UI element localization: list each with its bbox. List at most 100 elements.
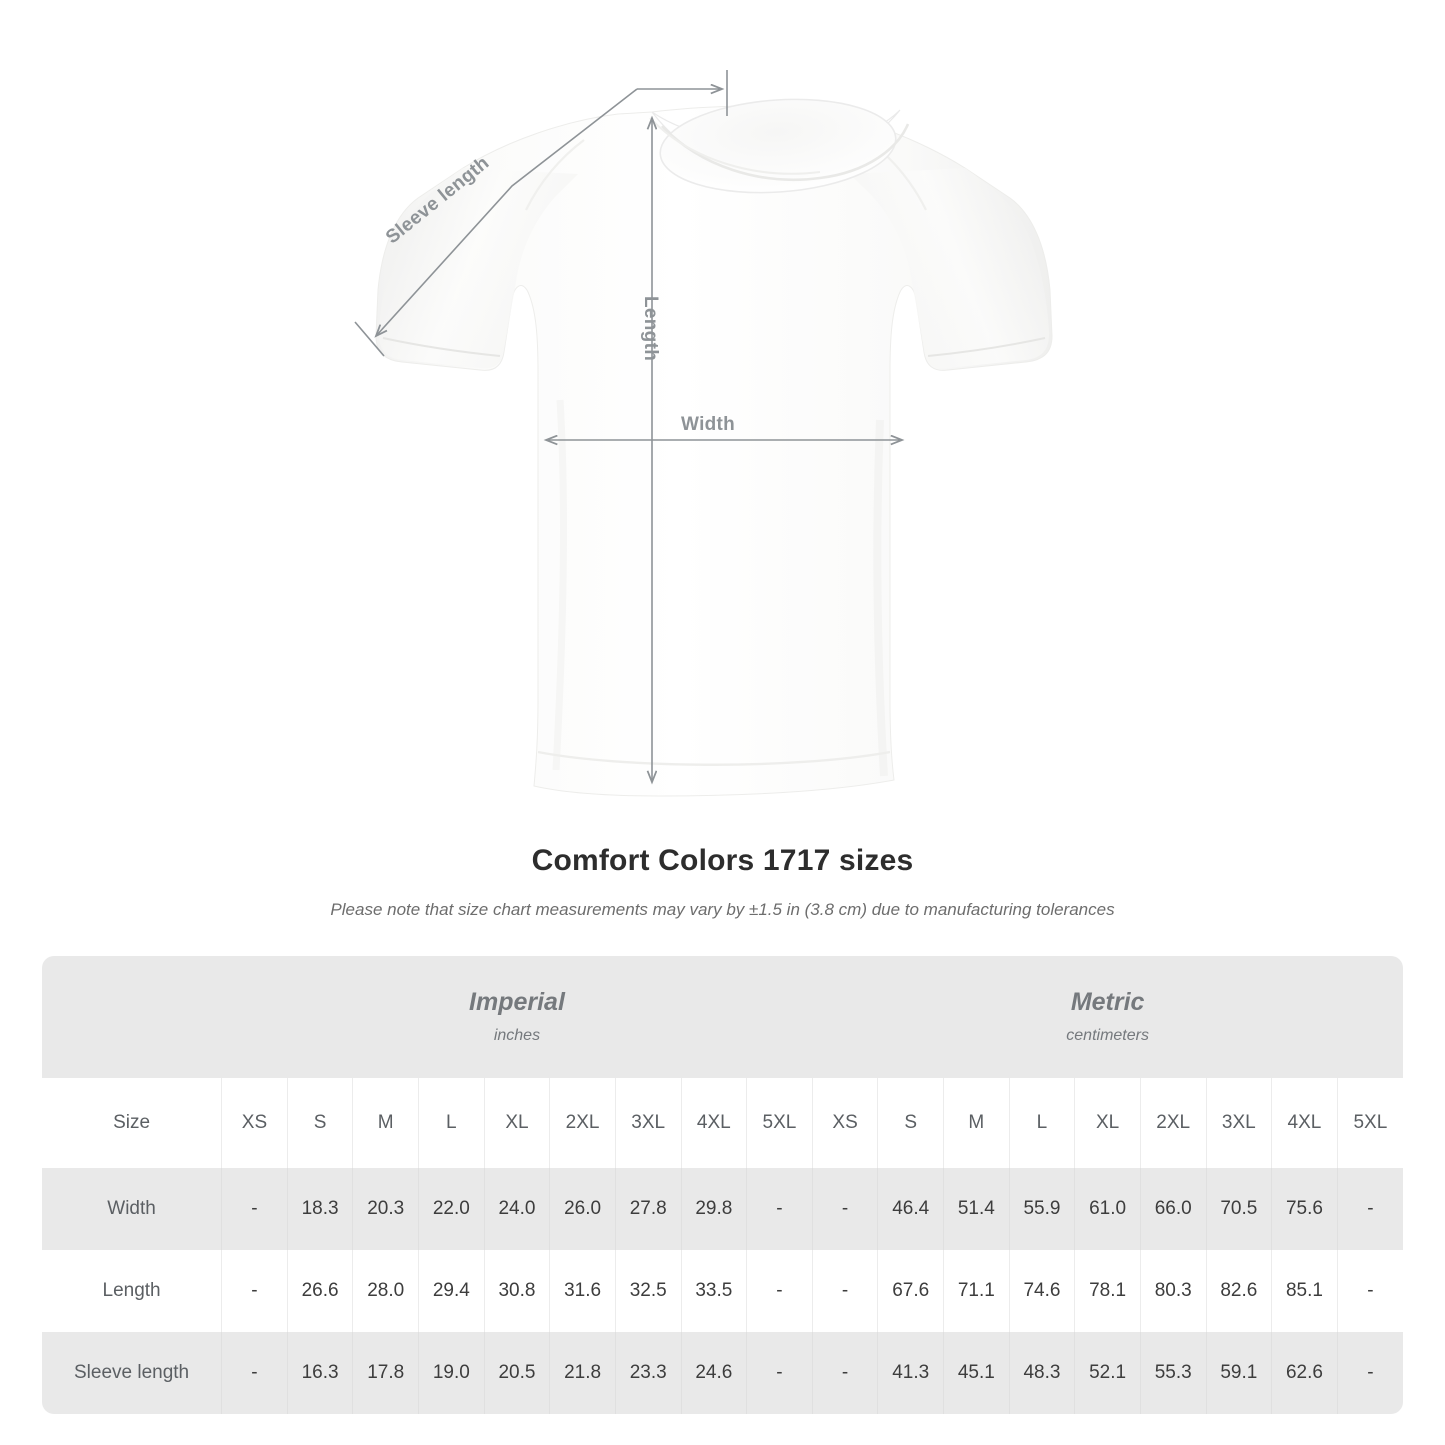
cell-width-imperial-5xl: - (746, 1168, 813, 1250)
unit-system-unit: centimeters (1066, 1026, 1149, 1044)
size-header-imperial-xs: XS (221, 1078, 288, 1168)
cell-width-imperial-s: 18.3 (286, 1168, 353, 1250)
cell-length-imperial-5xl: - (746, 1250, 813, 1332)
cell-sleeve-length-metric-5xl: - (1336, 1332, 1403, 1414)
cell-sleeve-length-imperial-l: 19.0 (418, 1332, 485, 1414)
tshirt-diagram: Sleeve length Length Width (354, 70, 1053, 797)
cell-sleeve-length-metric-m: 45.1 (943, 1332, 1010, 1414)
cell-length-metric-3xl: 82.6 (1205, 1250, 1272, 1332)
cell-width-imperial-4xl: 29.8 (680, 1168, 747, 1250)
table-row: Length -26.6 28.0 29.4 30.8 31.6 32.5 33.5- -67.… (42, 1250, 1403, 1332)
size-header-imperial-xl: XL (483, 1078, 550, 1168)
banner-spacer (42, 956, 222, 1078)
unit-banner-metric: Metric centimeters (812, 956, 1403, 1078)
cell-sleeve-length-metric-3xl: 59.1 (1205, 1332, 1272, 1414)
sleeve-length-guide (354, 88, 638, 357)
cell-sleeve-length-metric-xs: - (811, 1332, 878, 1414)
cell-length-metric-s: 67.6 (877, 1250, 944, 1332)
size-header-imperial-3xl: 3XL (614, 1078, 682, 1168)
size-header-imperial-2xl: 2XL (549, 1078, 616, 1168)
cell-length-imperial-s: 26.6 (286, 1250, 353, 1332)
size-header-imperial-m: M (352, 1078, 419, 1168)
width-label: Width (681, 414, 736, 435)
measure-label-width: Width (42, 1168, 222, 1250)
size-header-metric-2xl: 2XL (1139, 1078, 1207, 1168)
cell-length-imperial-2xl: 31.6 (549, 1250, 616, 1332)
size-header-imperial-5xl: 5XL (746, 1078, 813, 1168)
cell-width-metric-m: 51.4 (943, 1168, 1010, 1250)
size-header-metric-4xl: 4XL (1271, 1078, 1338, 1168)
shoulder-leader (637, 70, 728, 116)
cell-width-imperial-3xl: 27.8 (614, 1168, 682, 1250)
size-header-label: Size (42, 1078, 222, 1168)
cell-sleeve-length-imperial-2xl: 21.8 (549, 1332, 616, 1414)
measure-label-length: Length (42, 1250, 222, 1332)
tolerance-note: Please note that size chart measurements… (330, 900, 1115, 919)
tshirt-illustration (354, 70, 1053, 797)
cell-length-metric-l: 74.6 (1008, 1250, 1075, 1332)
cell-width-imperial-xl: 24.0 (483, 1168, 550, 1250)
cell-width-imperial-xs: - (221, 1168, 288, 1250)
cell-sleeve-length-imperial-4xl: 24.6 (680, 1332, 747, 1414)
size-chart-table-wrap: Imperial inches Metric centimeters Size XS S M L… (42, 956, 1403, 1414)
cell-length-imperial-xl: 30.8 (483, 1250, 550, 1332)
cell-width-metric-xl: 61.0 (1074, 1168, 1141, 1250)
size-header-row: Size XS S M L XL 2XL 3XL 4XL 5XL XS S M L XL 2XL 3XL 4XL 5… (42, 1078, 1403, 1168)
unit-banner-imperial: Imperial inches (221, 956, 813, 1078)
cell-sleeve-length-metric-4xl: 62.6 (1271, 1332, 1338, 1414)
cell-width-metric-l: 55.9 (1008, 1168, 1075, 1250)
cell-length-imperial-m: 28.0 (352, 1250, 419, 1332)
table-row: Sleeve length -16.3 17.8 19.0 20.5 21.8 23.3 24… (42, 1332, 1403, 1414)
cell-sleeve-length-imperial-xs: - (221, 1332, 288, 1414)
size-header-metric-s: S (877, 1078, 944, 1168)
cell-width-metric-4xl: 75.6 (1271, 1168, 1338, 1250)
measurement-guides (354, 70, 902, 782)
cell-sleeve-length-metric-s: 41.3 (877, 1332, 944, 1414)
length-label: Length (640, 296, 661, 362)
cell-sleeve-length-metric-2xl: 55.3 (1139, 1332, 1207, 1414)
page-title: Comfort Colors 1717 sizes (531, 844, 914, 877)
cell-length-imperial-xs: - (221, 1250, 288, 1332)
size-header-imperial-l: L (418, 1078, 485, 1168)
size-header-metric-5xl: 5XL (1336, 1078, 1403, 1168)
size-header-imperial-4xl: 4XL (680, 1078, 747, 1168)
cell-width-imperial-l: 22.0 (418, 1168, 485, 1250)
size-chart-table: Imperial inches Metric centimeters Size XS S M L… (42, 956, 1403, 1414)
unit-banner-row: Imperial inches Metric centimeters (42, 956, 1403, 1078)
cell-sleeve-length-imperial-s: 16.3 (286, 1332, 353, 1414)
cell-sleeve-length-imperial-3xl: 23.3 (614, 1332, 682, 1414)
unit-system-name: Imperial (469, 988, 565, 1017)
cell-width-metric-s: 46.4 (877, 1168, 944, 1250)
cell-length-metric-2xl: 80.3 (1139, 1250, 1207, 1332)
size-header-metric-l: L (1008, 1078, 1075, 1168)
cell-length-metric-m: 71.1 (943, 1250, 1010, 1332)
cell-sleeve-length-metric-xl: 52.1 (1074, 1332, 1141, 1414)
size-header-metric-m: M (943, 1078, 1010, 1168)
unit-system-name: Metric (1070, 988, 1145, 1017)
cell-length-imperial-3xl: 32.5 (614, 1250, 682, 1332)
size-header-metric-xs: XS (811, 1078, 878, 1168)
cell-length-imperial-4xl: 33.5 (680, 1250, 747, 1332)
size-header-metric-3xl: 3XL (1205, 1078, 1272, 1168)
title-block: Comfort Colors 1717 sizes Please note th… (0, 844, 1445, 920)
cell-sleeve-length-imperial-m: 17.8 (352, 1332, 419, 1414)
cell-width-metric-xs: - (811, 1168, 878, 1250)
cell-length-imperial-l: 29.4 (418, 1250, 485, 1332)
shirt-body-shape (375, 98, 1053, 797)
size-header-imperial-s: S (286, 1078, 353, 1168)
cell-width-metric-3xl: 70.5 (1205, 1168, 1272, 1250)
size-header-metric-xl: XL (1074, 1078, 1141, 1168)
cell-sleeve-length-imperial-xl: 20.5 (483, 1332, 550, 1414)
cell-length-metric-xl: 78.1 (1074, 1250, 1141, 1332)
cell-sleeve-length-imperial-5xl: - (746, 1332, 813, 1414)
cell-width-metric-5xl: - (1336, 1168, 1403, 1250)
cell-sleeve-length-metric-l: 48.3 (1008, 1332, 1075, 1414)
cell-length-metric-5xl: - (1336, 1250, 1403, 1332)
cell-width-imperial-2xl: 26.0 (549, 1168, 616, 1250)
unit-system-unit: inches (493, 1026, 541, 1044)
table-row: Width -18.3 20.3 22.0 24.0 26.0 27.8 29.8- -46.4… (42, 1168, 1403, 1250)
measure-label-sleeve-length: Sleeve length (42, 1332, 222, 1414)
cell-length-metric-xs: - (811, 1250, 878, 1332)
cell-width-metric-2xl: 66.0 (1139, 1168, 1207, 1250)
cell-width-imperial-m: 20.3 (352, 1168, 419, 1250)
